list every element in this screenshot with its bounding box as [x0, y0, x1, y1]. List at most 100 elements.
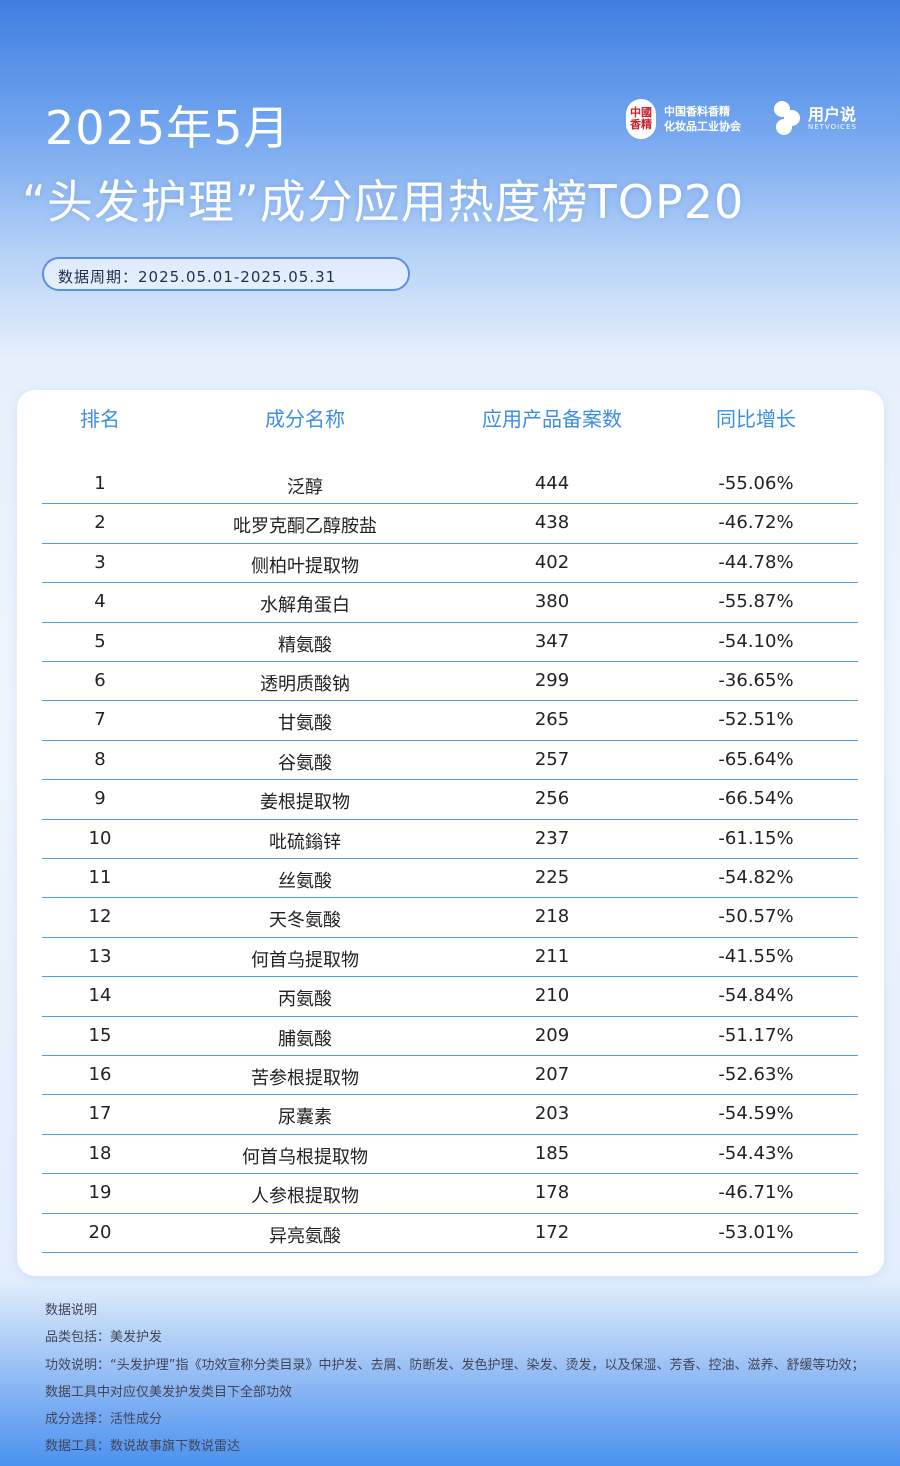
cell-count: 210 [534, 985, 570, 1007]
brand-en: NETVOICES [808, 122, 857, 131]
notes-title: 数据说明 [45, 1303, 98, 1318]
table-row: 11 丝氨酸 225 -54.82% [42, 859, 858, 899]
cell-growth: -41.55% [718, 945, 794, 967]
cell-rank: 3 [94, 551, 106, 573]
cell-growth: -54.84% [718, 985, 794, 1007]
cell-rank: 1 [94, 473, 106, 494]
header-ingredient: 成分名称 [265, 407, 345, 431]
cell-growth: -55.06% [718, 473, 794, 494]
cell-rank: 15 [88, 1024, 112, 1046]
cell-ingredient: 透明质酸钠 [260, 674, 350, 695]
table-row: 13 何首乌提取物 211 -41.55% [42, 938, 858, 978]
cell-count: 203 [534, 1103, 570, 1125]
cell-ingredient: 何首乌根提取物 [242, 1146, 368, 1168]
cell-growth: -52.63% [718, 1064, 794, 1085]
cell-growth: -46.71% [718, 1182, 794, 1204]
cell-rank: 6 [94, 670, 106, 691]
cell-count: 347 [534, 630, 570, 652]
header-count: 应用产品备案数 [482, 407, 622, 431]
cell-rank: 19 [88, 1182, 112, 1204]
netvoices-logo: 用户说 NETVOICES [774, 101, 857, 135]
cell-rank: 13 [88, 945, 112, 967]
table-row: 8 谷氨酸 257 -65.64% [42, 741, 858, 781]
cell-rank: 20 [88, 1221, 112, 1243]
cell-rank: 11 [88, 867, 112, 888]
cell-ingredient: 人参根提取物 [251, 1186, 359, 1208]
cell-growth: -54.82% [718, 867, 794, 888]
table-row: 1 泛醇 444 -55.06% [42, 465, 858, 505]
cell-rank: 18 [88, 1142, 112, 1164]
table-row: 18 何首乌根提取物 185 -54.43% [42, 1135, 858, 1175]
table-row: 14 丙氨酸 210 -54.84% [42, 977, 858, 1017]
table-row: 15 脯氨酸 209 -51.17% [42, 1017, 858, 1056]
table-row: 9 姜根提取物 256 -66.54% [42, 780, 858, 820]
cell-growth: -66.54% [718, 788, 794, 810]
cell-count: 256 [534, 788, 570, 810]
cell-count: 178 [534, 1182, 570, 1204]
cell-ingredient: 侧柏叶提取物 [251, 555, 359, 577]
cell-growth: -55.87% [718, 591, 794, 613]
title-date: 2025年5月 [45, 101, 291, 155]
cell-ingredient: 精氨酸 [278, 634, 332, 656]
cell-ingredient: 何首乌提取物 [251, 949, 359, 971]
cell-rank: 10 [88, 827, 112, 849]
cell-count: 299 [534, 670, 570, 691]
cell-rank: 17 [88, 1103, 112, 1125]
notes-ingredient-selection: 成分选择：活性成分 [45, 1412, 163, 1428]
speech-bubble-icon [774, 101, 802, 135]
cell-growth: -61.15% [718, 827, 794, 849]
notes-effect: 功效说明：“头发护理”指《功效宣称分类目录》中护发、去屑、防断发、发色护理、染发… [45, 1357, 865, 1400]
cell-count: 185 [534, 1142, 570, 1164]
cell-rank: 16 [88, 1064, 112, 1085]
cell-growth: -54.43% [718, 1142, 794, 1164]
cell-growth: -46.72% [718, 512, 794, 534]
table-row: 16 苦参根提取物 207 -52.63% [42, 1056, 858, 1096]
cell-rank: 2 [94, 512, 106, 534]
cell-count: 218 [534, 906, 570, 928]
cell-rank: 4 [94, 591, 106, 613]
cell-count: 211 [534, 945, 570, 967]
cell-count: 438 [534, 512, 570, 534]
header-rank: 排名 [80, 407, 120, 431]
data-notes: 数据说明 品类包括：美发护发 功效说明：“头发护理”指《功效宣称分类目录》中护发… [45, 1297, 875, 1461]
cell-rank: 9 [94, 788, 106, 810]
notes-category: 品类包括：美发护发 [45, 1330, 163, 1346]
cell-growth: -44.78% [718, 551, 794, 573]
cell-count: 207 [534, 1064, 570, 1085]
header-growth: 同比增长 [716, 407, 796, 431]
cell-rank: 5 [94, 630, 106, 652]
cell-growth: -52.51% [718, 709, 794, 731]
table-row: 7 甘氨酸 265 -52.51% [42, 701, 858, 741]
seal-icon: 中國 香精 [626, 99, 656, 139]
table-row: 5 精氨酸 347 -54.10% [42, 623, 858, 662]
table-row: 3 侧柏叶提取物 402 -44.78% [42, 544, 858, 584]
cell-count: 380 [534, 591, 570, 613]
table-row: 17 尿囊素 203 -54.59% [42, 1095, 858, 1135]
table-row: 6 透明质酸钠 299 -36.65% [42, 662, 858, 702]
cell-growth: -36.65% [718, 670, 794, 691]
table-row: 19 人参根提取物 178 -46.71% [42, 1174, 858, 1214]
cell-growth: -54.59% [718, 1103, 794, 1125]
cell-ingredient: 脯氨酸 [278, 1028, 332, 1050]
page-title: “头发护理”成分应用热度榜TOP20 [22, 175, 745, 229]
cell-growth: -53.01% [718, 1221, 794, 1243]
cell-ingredient: 丝氨酸 [278, 871, 332, 892]
cell-growth: -65.64% [718, 748, 794, 770]
notes-data-tool: 数据工具：数说故事旗下数说雷达 [45, 1439, 241, 1455]
cell-count: 209 [534, 1024, 570, 1046]
cell-ingredient: 水解角蛋白 [260, 595, 350, 617]
cell-ingredient: 天冬氨酸 [269, 910, 341, 932]
cell-count: 402 [534, 551, 570, 573]
cell-ingredient: 姜根提取物 [260, 792, 350, 814]
cell-ingredient: 谷氨酸 [278, 752, 332, 774]
cell-growth: -54.10% [718, 630, 794, 652]
cell-count: 444 [534, 473, 570, 494]
cell-rank: 12 [88, 906, 112, 928]
cell-rank: 7 [94, 709, 106, 731]
cell-rank: 8 [94, 748, 106, 770]
cell-ingredient: 泛醇 [287, 477, 323, 498]
table-row: 2 吡罗克酮乙醇胺盐 438 -46.72% [42, 504, 858, 544]
table-row: 10 吡硫鎓锌 237 -61.15% [42, 820, 858, 859]
association-logo: 中國 香精 中国香料香精 化妆品工业协会 [626, 99, 741, 139]
cell-ingredient: 丙氨酸 [278, 989, 332, 1011]
